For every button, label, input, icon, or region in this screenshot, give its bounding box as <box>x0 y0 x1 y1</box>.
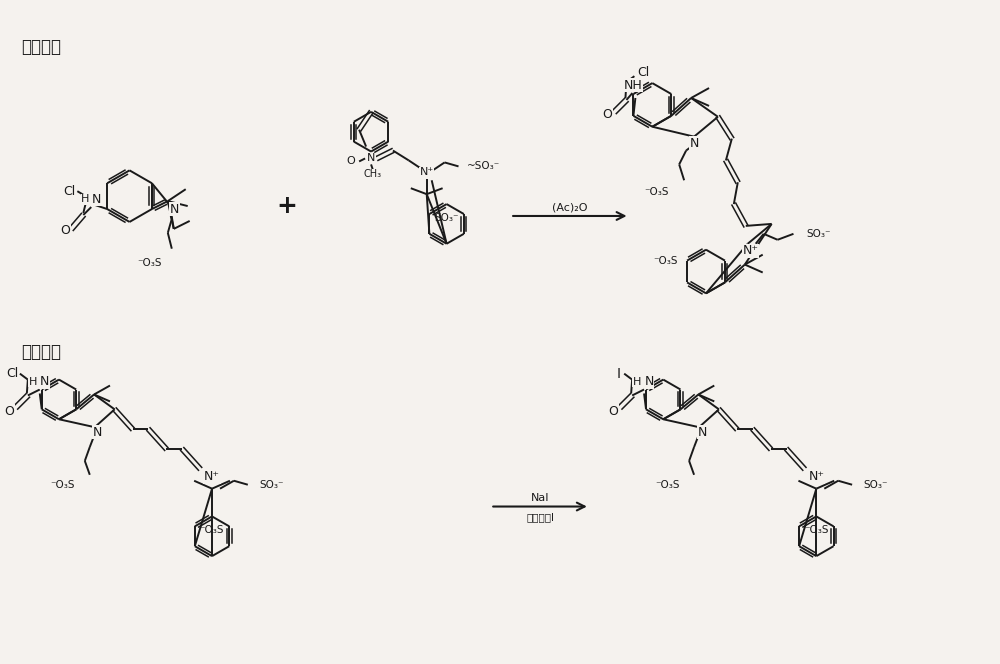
Text: SO₃⁻: SO₃⁻ <box>434 213 459 223</box>
Text: 有机溶剑Ⅰ: 有机溶剑Ⅰ <box>526 513 554 523</box>
Text: O: O <box>347 157 356 167</box>
Text: O: O <box>608 405 618 418</box>
Text: ⁻O₃S: ⁻O₃S <box>655 479 679 490</box>
Text: O: O <box>60 224 70 237</box>
Text: O: O <box>603 108 612 122</box>
Text: +: + <box>276 194 297 218</box>
Text: (Ac)₂O: (Ac)₂O <box>552 202 588 212</box>
Text: N: N <box>92 193 101 206</box>
Text: 反应一：: 反应一： <box>21 39 61 56</box>
Text: ⁻O₃S: ⁻O₃S <box>138 258 162 268</box>
Text: Cl: Cl <box>63 185 76 198</box>
Text: N⁺: N⁺ <box>420 167 434 177</box>
Text: Cl: Cl <box>6 367 18 380</box>
Text: O: O <box>4 405 14 418</box>
Text: NH: NH <box>624 78 643 92</box>
Text: N: N <box>644 375 654 388</box>
Text: I: I <box>616 367 620 380</box>
Text: SO₃⁻: SO₃⁻ <box>806 229 831 239</box>
Text: N: N <box>170 203 179 216</box>
Text: ⁻O₃S: ⁻O₃S <box>804 525 829 535</box>
Text: SO₃⁻: SO₃⁻ <box>864 479 888 490</box>
Text: CH₃: CH₃ <box>364 169 382 179</box>
Text: Cl: Cl <box>637 66 649 79</box>
Text: ⁻O₃S: ⁻O₃S <box>653 256 677 266</box>
Text: N: N <box>697 426 707 439</box>
Text: SO₃⁻: SO₃⁻ <box>259 479 284 490</box>
Text: N⁺: N⁺ <box>808 470 824 483</box>
Text: NaI: NaI <box>531 493 549 503</box>
Text: ~SO₃⁻: ~SO₃⁻ <box>467 161 500 171</box>
Text: H: H <box>633 376 641 386</box>
Text: ⁻O₃S: ⁻O₃S <box>644 187 669 197</box>
Text: N: N <box>93 426 102 439</box>
Text: N: N <box>367 153 375 163</box>
Text: ⁻O₃S: ⁻O₃S <box>51 479 75 490</box>
Text: N⁺: N⁺ <box>743 244 759 257</box>
Text: H: H <box>29 376 37 386</box>
Text: 反应二：: 反应二： <box>21 343 61 361</box>
Text: H: H <box>81 194 89 204</box>
Text: N: N <box>40 375 49 388</box>
Text: ⁻O₃S: ⁻O₃S <box>200 525 224 535</box>
Text: N⁺: N⁺ <box>204 470 220 483</box>
Text: N: N <box>689 137 699 150</box>
